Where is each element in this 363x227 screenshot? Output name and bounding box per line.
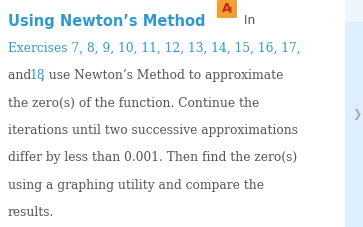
Text: ℓ: ℓ xyxy=(228,6,232,15)
Text: using a graphing utility and compare the: using a graphing utility and compare the xyxy=(8,179,264,192)
Text: A: A xyxy=(222,2,232,15)
Text: iterations until two successive approximations: iterations until two successive approxim… xyxy=(8,124,298,137)
Text: ❯: ❯ xyxy=(352,109,362,119)
Text: , use Newton’s Method to approximate: , use Newton’s Method to approximate xyxy=(41,69,284,82)
Text: Exercises 7, 8, 9, 10, 11, 12, 13, 14, 15, 16, 17,: Exercises 7, 8, 9, 10, 11, 12, 13, 14, 1… xyxy=(8,42,301,54)
Text: In: In xyxy=(240,14,255,27)
Text: differ by less than 0.001. Then find the zero(s): differ by less than 0.001. Then find the… xyxy=(8,151,297,165)
Text: results.: results. xyxy=(8,207,54,220)
Bar xyxy=(345,0,363,227)
Bar xyxy=(345,0,363,22)
Text: 18: 18 xyxy=(30,69,46,82)
FancyBboxPatch shape xyxy=(217,0,237,18)
Text: and: and xyxy=(8,69,35,82)
Text: the zero(s) of the function. Continue the: the zero(s) of the function. Continue th… xyxy=(8,96,259,109)
Text: Using Newton’s Method: Using Newton’s Method xyxy=(8,14,205,29)
